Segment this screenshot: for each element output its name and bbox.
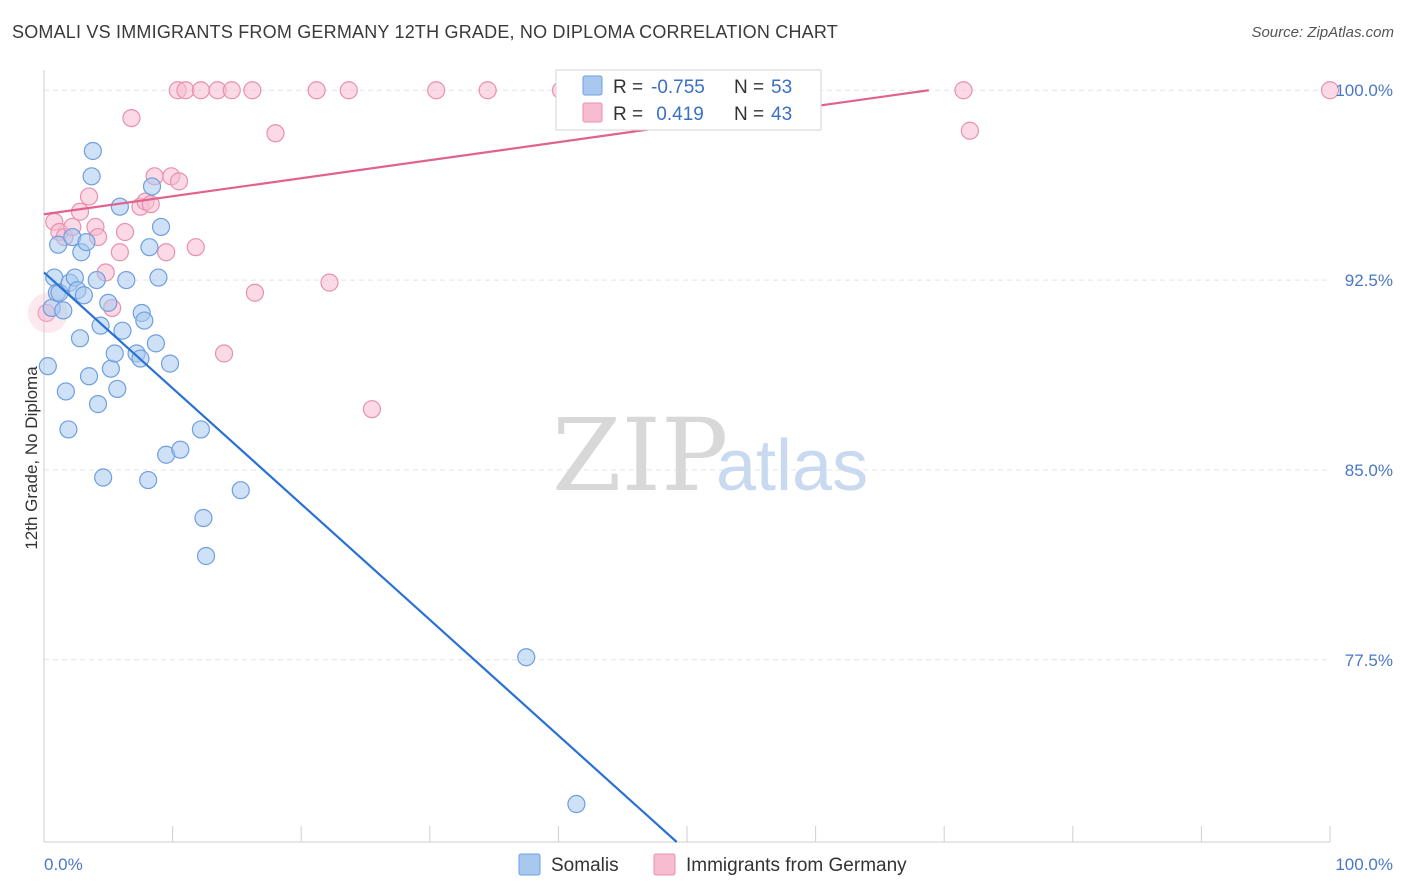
x-tick-label-0: 0.0%	[44, 855, 83, 874]
germany-point-36	[478, 81, 497, 100]
germany-point-35	[427, 81, 446, 100]
x-tick-labels: 0.0% 100.0%	[44, 855, 1393, 874]
germany-point-27	[222, 81, 241, 100]
somali-point-49	[567, 794, 586, 814]
somali-point-17	[79, 367, 99, 386]
somali-point-8	[59, 420, 78, 439]
y-tick-label-1: 92.5%	[1345, 271, 1393, 290]
germany-point-13	[122, 108, 141, 128]
somali-point-43	[171, 440, 190, 459]
grid-lines	[44, 89, 1330, 661]
somali-point-21	[88, 395, 108, 414]
source-label: Source: ZipAtlas.com	[1251, 24, 1394, 41]
somali-point-27	[108, 379, 127, 399]
series-legend-swatch-germany[interactable]	[653, 853, 676, 876]
somali-point-25	[101, 359, 120, 378]
somali-point-22	[91, 316, 110, 335]
somali-point-23	[94, 468, 113, 487]
legend-n-value-germany: 43	[771, 104, 792, 125]
series-germany	[27, 81, 1340, 419]
germany-point-5	[70, 202, 90, 221]
legend-n-label-somalis: N =	[734, 77, 764, 98]
somali-point-40	[151, 217, 171, 237]
legend-r-label-germany: R =	[613, 104, 643, 125]
germany-point-6	[79, 187, 99, 206]
germany-point-21	[169, 172, 189, 191]
somali-point-46	[196, 546, 216, 566]
germany-point-24	[191, 81, 210, 100]
series-legend: Somalis Immigrants from Germany	[518, 853, 907, 876]
germany-point-29	[245, 283, 265, 302]
series-legend-label-somalis[interactable]: Somalis	[551, 855, 619, 876]
watermark-atlas: atlas	[716, 426, 868, 506]
legend-swatch-somalis	[582, 75, 603, 96]
somali-point-29	[113, 321, 132, 340]
germany-point-33	[339, 81, 358, 100]
somali-point-28	[110, 197, 129, 216]
somali-point-13	[70, 329, 90, 348]
legend-r-label-somalis: R =	[613, 77, 643, 98]
germany-point-11	[110, 243, 129, 262]
chart-title: SOMALI VS IMMIGRANTS FROM GERMANY 12TH G…	[12, 22, 838, 42]
somali-point-4	[49, 235, 68, 254]
y-tick-label-0: 100.0%	[1335, 81, 1393, 100]
somali-point-15	[74, 286, 93, 305]
germany-point-26	[214, 344, 234, 363]
somali-point-16	[77, 233, 96, 252]
somali-point-37	[142, 177, 162, 196]
somali-point-24	[99, 293, 118, 312]
y-tick-label-3: 77.5%	[1345, 651, 1393, 670]
germany-point-12	[115, 222, 135, 242]
somali-point-7	[56, 382, 75, 401]
legend-swatch-germany	[582, 102, 603, 123]
series-somalis	[38, 141, 586, 814]
axes	[43, 70, 1331, 843]
legend-n-label-germany: N =	[734, 104, 764, 125]
watermark: ZIP atlas	[552, 397, 868, 514]
legend-n-value-somalis: 53	[771, 77, 792, 98]
x-tick-label-1: 100.0%	[1335, 855, 1393, 874]
germany-point-23	[186, 238, 205, 257]
somali-point-20	[87, 270, 106, 290]
somali-point-47	[231, 481, 250, 500]
somali-point-18	[82, 167, 101, 186]
watermark-zip: ZIP	[552, 397, 728, 514]
somali-point-34	[135, 311, 154, 330]
germany-point-34	[362, 400, 382, 419]
y-tick-label-2: 85.0%	[1345, 461, 1393, 480]
germany-point-31	[307, 81, 326, 100]
somali-point-6	[54, 301, 73, 320]
series-legend-label-germany[interactable]: Immigrants from Germany	[686, 855, 907, 876]
somali-point-35	[139, 470, 158, 490]
legend-r-value-germany: 0.419	[651, 104, 704, 125]
germany-point-39	[960, 121, 980, 140]
germany-point-38	[954, 81, 973, 100]
somali-point-26	[105, 344, 124, 363]
legend-r-value-somalis: -0.755	[651, 77, 705, 98]
series-legend-swatch-somalis[interactable]	[518, 853, 541, 876]
somali-point-30	[117, 270, 136, 290]
y-axis-label: 12th Grade, No Diploma	[22, 366, 41, 550]
y-tick-labels: 100.0% 92.5% 85.0% 77.5%	[1335, 81, 1393, 670]
germany-point-30	[266, 124, 285, 143]
germany-point-32	[320, 273, 339, 292]
somali-point-36	[140, 238, 159, 257]
somali-point-39	[149, 268, 168, 287]
somali-trend-line	[43, 271, 678, 843]
somali-point-44	[191, 420, 210, 439]
somali-point-48	[517, 648, 536, 667]
somali-point-38	[146, 334, 165, 353]
somali-point-45	[194, 508, 213, 528]
germany-point-22	[176, 81, 195, 100]
germany-point-40	[1320, 81, 1340, 100]
stats-legend: R = -0.755 N = 53 R = 0.419 N = 43	[555, 69, 822, 131]
somali-point-19	[83, 141, 102, 161]
somali-point-42	[160, 354, 180, 373]
germany-point-18	[157, 243, 176, 262]
somali-point-0	[38, 357, 57, 376]
germany-point-28	[243, 81, 262, 100]
